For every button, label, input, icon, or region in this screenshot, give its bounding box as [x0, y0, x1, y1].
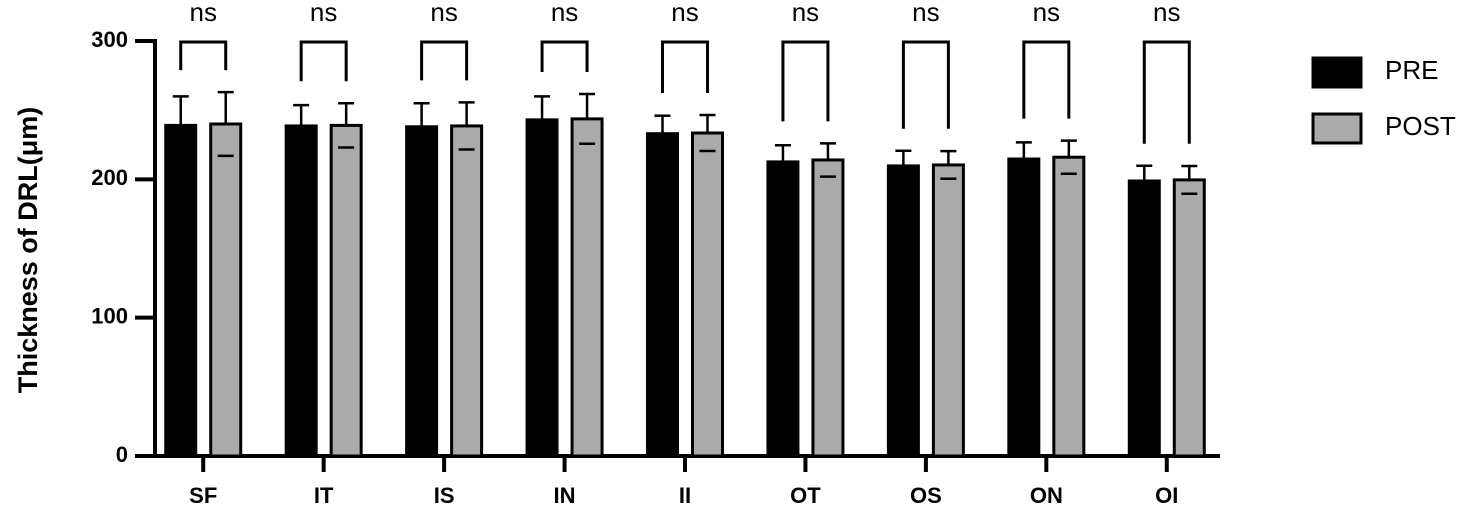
y-tick-label: 300: [91, 27, 128, 52]
significance-bracket: [540, 40, 589, 72]
significance-bracket: [901, 40, 950, 129]
significance-bracket: [1022, 40, 1071, 119]
bar: [405, 125, 439, 458]
annotation: ns: [551, 0, 578, 27]
y-tick-label: 100: [91, 303, 128, 328]
significance-bracket: [420, 40, 469, 81]
legend-label: PRE: [1385, 55, 1438, 85]
bar: [284, 124, 318, 458]
x-tick-label: SF: [189, 483, 217, 508]
bar: [1172, 178, 1206, 458]
y-tick-label: 200: [91, 165, 128, 190]
y-axis-label: Thickness of DRL(μm): [13, 107, 43, 394]
x-tick-label: ON: [1030, 483, 1063, 508]
bar: [811, 158, 845, 458]
annotation: ns: [310, 0, 337, 27]
annotation: ns: [671, 0, 698, 27]
annotation: ns: [1153, 0, 1180, 27]
bar: [766, 160, 800, 458]
significance-bracket: [781, 40, 830, 122]
bar: [570, 117, 604, 458]
bar: [691, 131, 724, 458]
significance-bracket: [299, 40, 348, 82]
bar: [525, 118, 559, 458]
bar: [931, 163, 965, 458]
bar: [164, 123, 198, 458]
annotation: ns: [912, 0, 939, 27]
annotation: ns: [430, 0, 457, 27]
legend-label: POST: [1385, 111, 1456, 141]
x-tick-label: OS: [910, 483, 942, 508]
x-tick-label: IN: [554, 483, 576, 508]
bar: [329, 123, 363, 458]
x-tick-label: OI: [1155, 483, 1178, 508]
significance-bracket: [1142, 40, 1191, 144]
x-tick-label: OT: [790, 483, 821, 508]
bar: [450, 124, 484, 458]
bar: [886, 164, 920, 458]
x-tick-label: IT: [314, 483, 334, 508]
significance-bracket: [179, 40, 228, 71]
annotation: ns: [792, 0, 819, 27]
annotation: ns: [189, 0, 216, 27]
annotation: ns: [1033, 0, 1060, 27]
legend-swatch: [1311, 112, 1363, 145]
bar: [1007, 157, 1041, 458]
bar: [1052, 155, 1086, 458]
significance-bracket: [661, 40, 709, 94]
x-tick-label: IS: [434, 483, 455, 508]
legend-swatch: [1311, 56, 1363, 89]
bar: [646, 132, 679, 458]
bar: [1127, 179, 1161, 458]
x-tick-label: II: [679, 483, 691, 508]
bar: [209, 122, 243, 458]
y-tick-label: 0: [116, 442, 128, 467]
